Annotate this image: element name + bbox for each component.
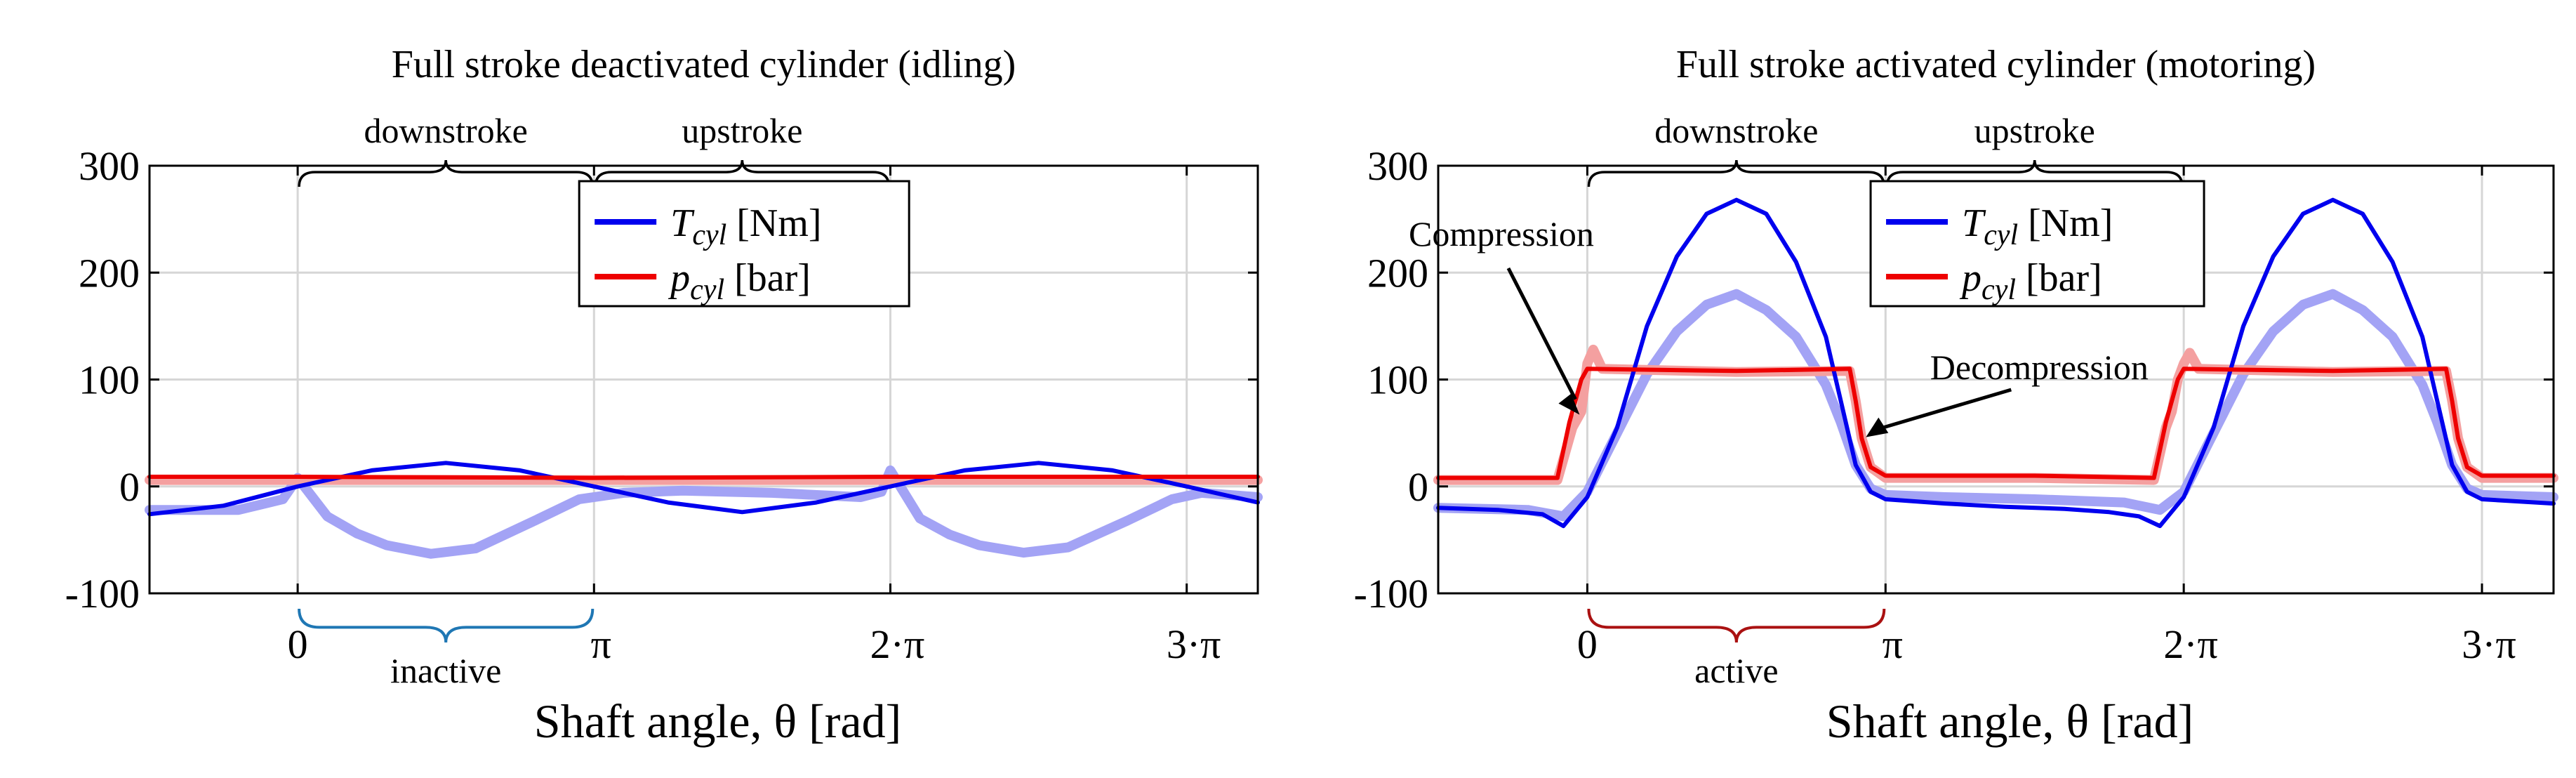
phase-brace-upstroke [1885, 159, 2184, 187]
y-tick-label: 0 [1408, 464, 1428, 510]
legend: Tcyl [Nm] pcyl [bar] [1869, 180, 2205, 308]
chart-panel-motoring: Full stroke activated cylinder (motoring… [1354, 43, 2558, 748]
phase-brace-inactive [298, 608, 595, 643]
x-tick-label: π [1883, 621, 1903, 667]
chart-panel-idling: Full stroke deactivated cylinder (idling… [65, 43, 1263, 748]
y-tick-label: -100 [1354, 571, 1428, 617]
legend-box [578, 180, 910, 308]
chart-title: Full stroke deactivated cylinder (idling… [392, 43, 1016, 86]
x-tick-label: π [591, 621, 611, 667]
legend-label: Tcyl [Nm] [1962, 202, 2113, 251]
legend-label: Tcyl [Nm] [670, 202, 821, 251]
phase-brace-upstroke [594, 159, 891, 187]
y-tick-label: 0 [119, 464, 140, 510]
phase-brace-downstroke [298, 159, 595, 187]
x-tick-label: 2·π [870, 621, 925, 667]
y-tick-label: 300 [79, 143, 140, 189]
x-tick-label: 3·π [1167, 621, 1221, 667]
y-tick-label: -100 [65, 571, 140, 617]
series-line-p-cyl-model [147, 475, 1260, 480]
annotation-decompression: Decompression [1930, 348, 2149, 387]
x-axis-label: Shaft angle, θ [rad] [1826, 694, 2193, 748]
series-line-t-cyl-model [1436, 197, 2556, 529]
y-tick-label: 300 [1367, 143, 1428, 189]
y-tick-label: 200 [79, 250, 140, 296]
phase-label-upstroke: upstroke [1974, 111, 2095, 150]
phase-brace-active [1587, 608, 1886, 643]
legend-label: pcyl [bar] [668, 256, 811, 306]
phase-label-upstroke: upstroke [682, 111, 802, 150]
annotation-arrow-compression [1506, 267, 1577, 400]
series-line-p-cyl-model [1436, 367, 2556, 480]
annotation-arrowhead-decompression [1866, 417, 1889, 437]
x-tick-label: 2·π [2163, 621, 2218, 667]
chart-title: Full stroke activated cylinder (motoring… [1676, 43, 2316, 86]
annotation-compression: Compression [1409, 214, 1594, 253]
y-tick-label: 100 [1367, 357, 1428, 403]
x-tick-label: 0 [1577, 621, 1598, 667]
y-tick-label: 200 [1367, 250, 1428, 296]
legend-box [1869, 180, 2205, 308]
x-tick-label: 3·π [2462, 621, 2516, 667]
series-line-t-cyl-measured [1433, 289, 2558, 522]
x-tick-label: 0 [288, 621, 308, 667]
phase-brace-downstroke [1587, 159, 1886, 187]
x-axis-label: Shaft angle, θ [rad] [534, 694, 901, 748]
annotation-arrowhead-compression [1558, 393, 1580, 415]
phase-label-downstroke: downstroke [1654, 111, 1818, 150]
series-line-t-cyl-measured [145, 465, 1263, 559]
phase-label-downstroke: downstroke [364, 111, 528, 150]
annotation-arrow-decompression [1873, 388, 2012, 433]
legend: Tcyl [Nm] pcyl [bar] [578, 180, 910, 308]
legend-label: pcyl [bar] [1959, 256, 2102, 306]
phase-label-inactive: inactive [390, 651, 501, 690]
phase-label-active: active [1694, 651, 1778, 690]
y-tick-label: 100 [79, 357, 140, 403]
